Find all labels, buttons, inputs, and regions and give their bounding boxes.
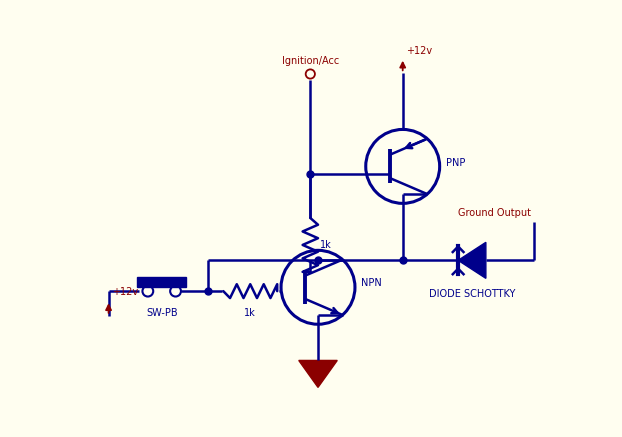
Text: +12v: +12v <box>406 45 432 55</box>
Text: 1k: 1k <box>320 240 332 250</box>
Text: PNP: PNP <box>446 158 465 167</box>
Text: Ground Output: Ground Output <box>458 208 531 218</box>
Text: 1k: 1k <box>244 308 256 318</box>
Text: Ignition/Acc: Ignition/Acc <box>282 56 339 66</box>
Polygon shape <box>458 243 486 278</box>
Text: +12v: +12v <box>113 287 139 297</box>
Bar <box>137 277 187 287</box>
Text: NPN: NPN <box>361 278 382 288</box>
Text: SW-PB: SW-PB <box>146 308 177 318</box>
Polygon shape <box>299 361 337 387</box>
Text: DIODE SCHOTTKY: DIODE SCHOTTKY <box>429 289 515 299</box>
